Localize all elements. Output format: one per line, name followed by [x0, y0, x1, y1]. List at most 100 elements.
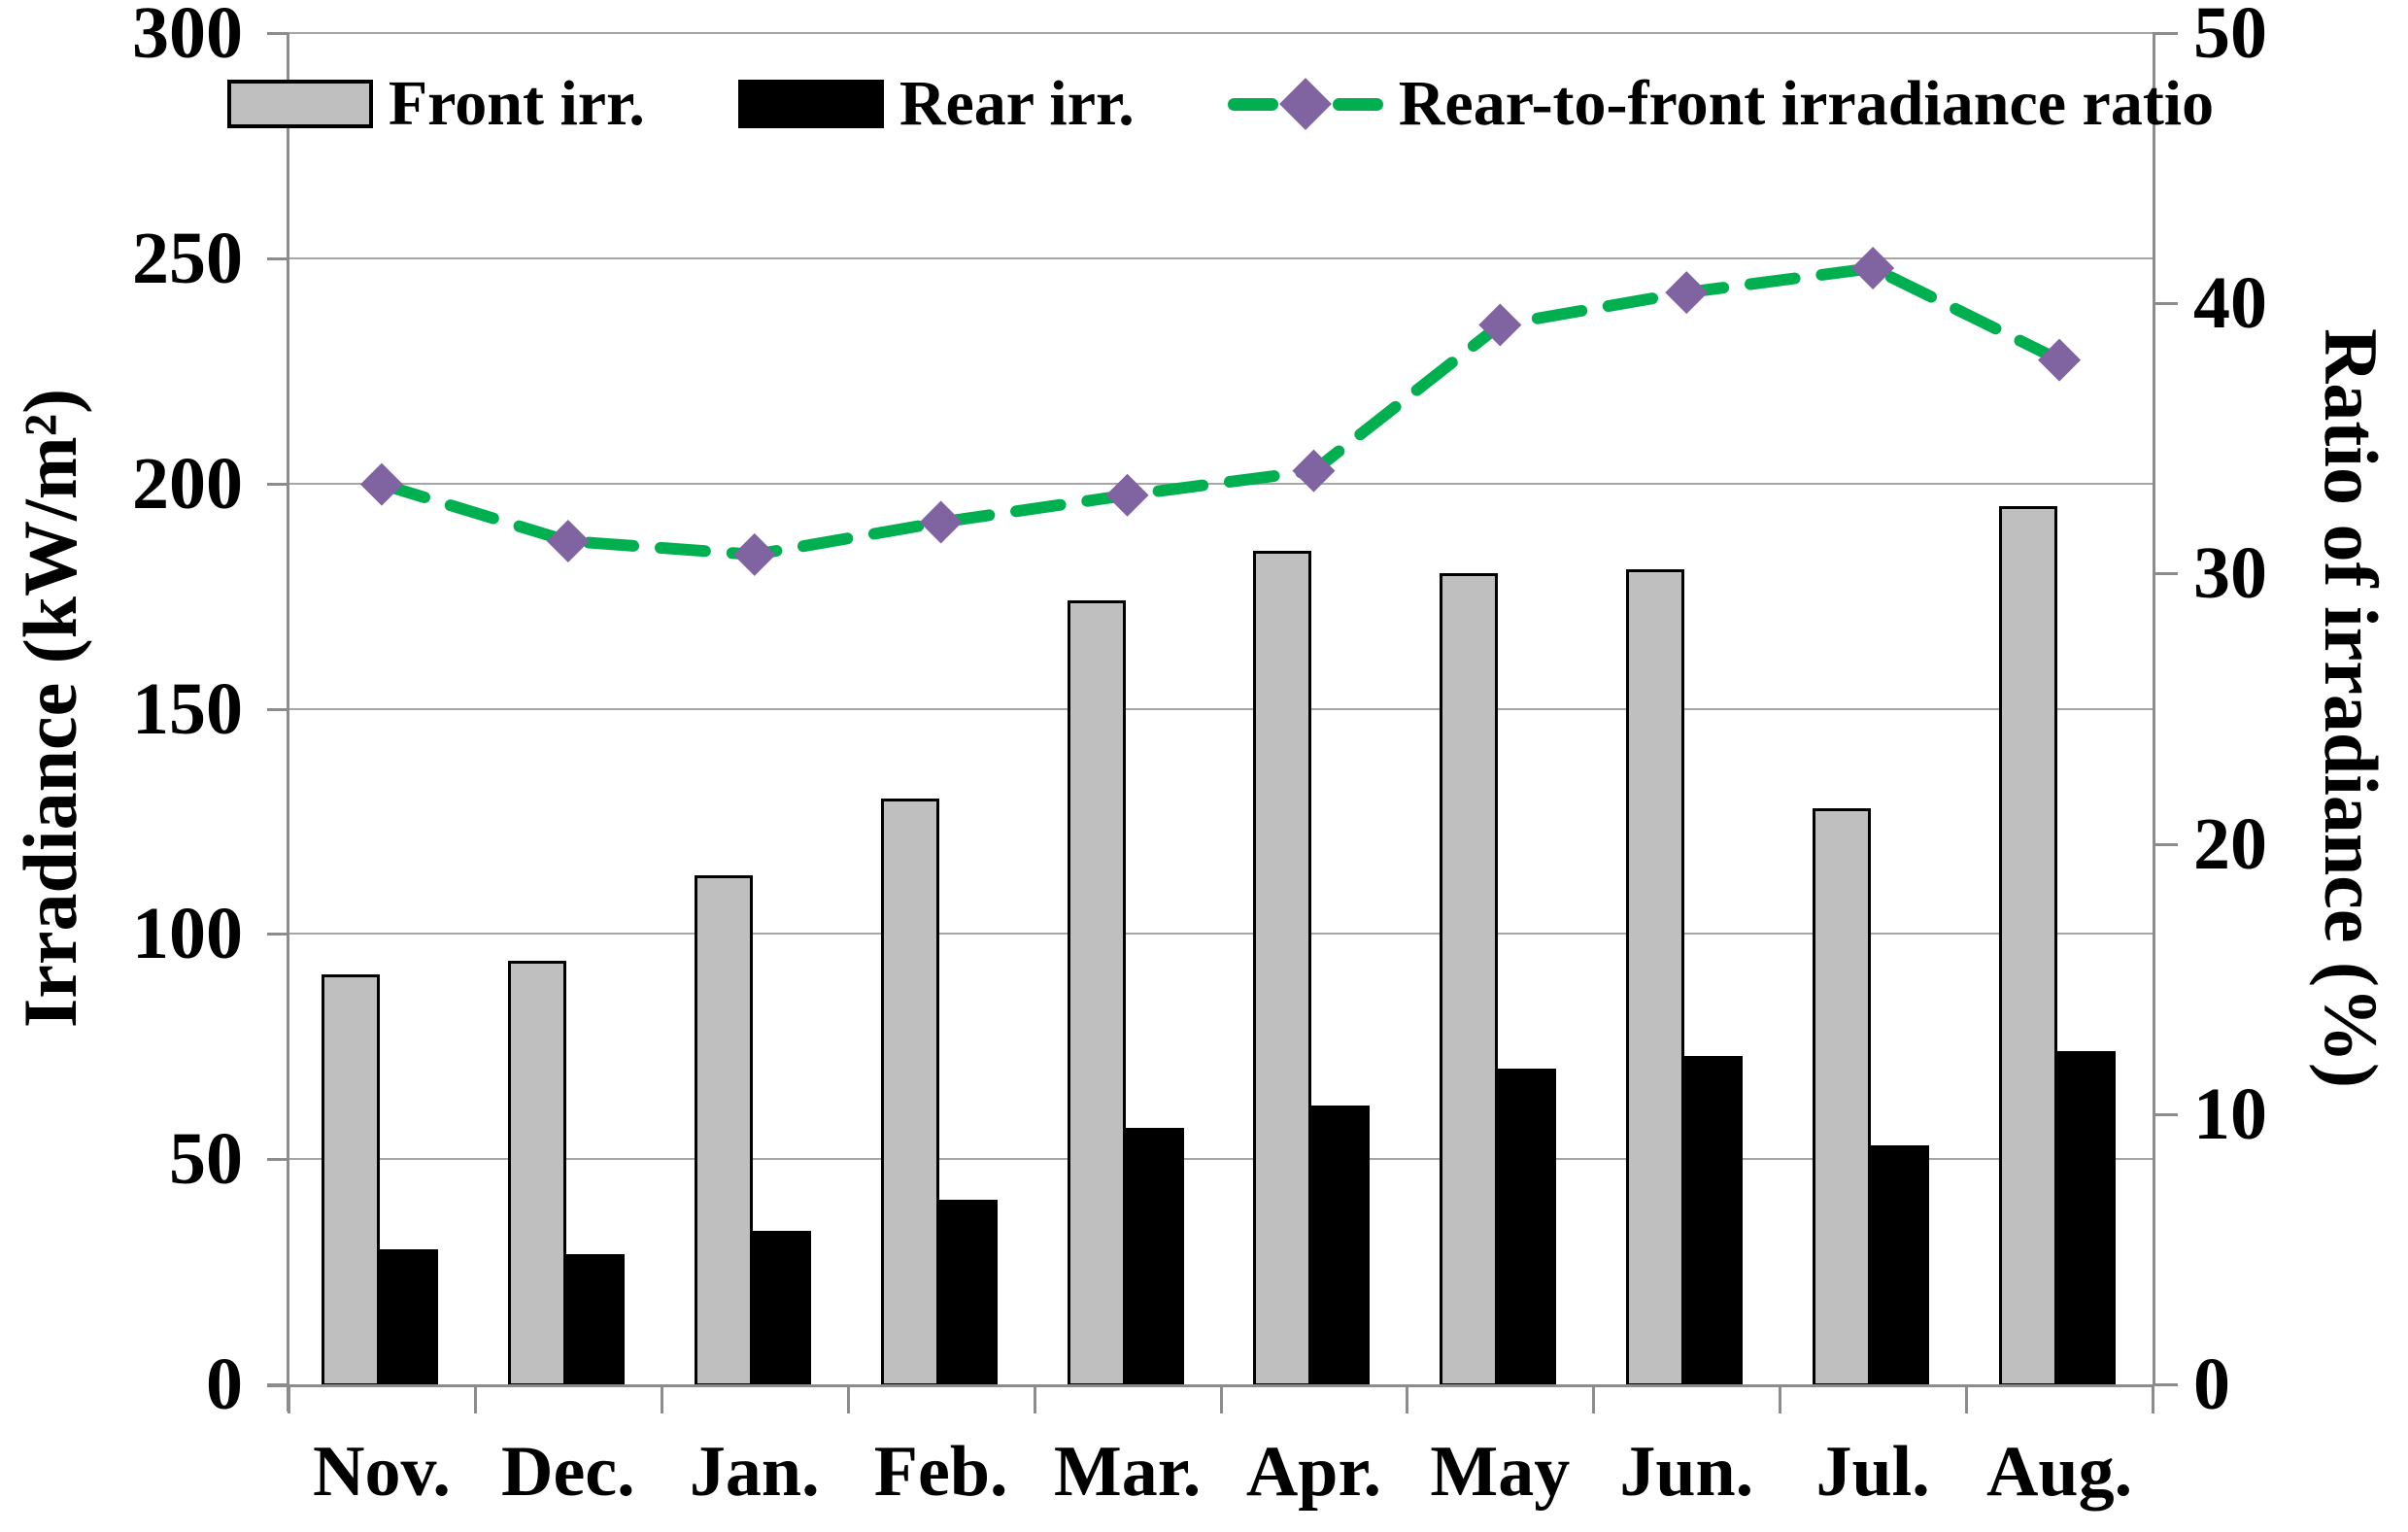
- ratio-marker: [546, 520, 590, 563]
- x-axis-tick-label: Mar.: [1053, 1432, 1202, 1512]
- x-axis-tick: [1219, 1384, 1223, 1413]
- front-irr-bar: [1067, 600, 1126, 1386]
- y-axis-tick-label: 200: [132, 442, 243, 525]
- right-axis-tick: [2153, 302, 2178, 306]
- x-axis-tick-label: Jul.: [1815, 1432, 1930, 1512]
- y-axis-tick-label: 150: [132, 667, 243, 750]
- right-axis-tick: [2153, 572, 2178, 576]
- left-axis-tick: [267, 1383, 288, 1386]
- left-axis-tick: [267, 482, 288, 486]
- left-axis-tick: [267, 707, 288, 711]
- ratio-marker: [1292, 449, 1336, 493]
- front-irr-swatch: [226, 80, 373, 128]
- x-axis-tick-label: Jan.: [689, 1432, 820, 1512]
- x-axis-tick: [1406, 1384, 1409, 1413]
- x-axis-tick: [1779, 1384, 1782, 1413]
- x-axis-tick: [1033, 1384, 1036, 1413]
- ratio-marker: [1665, 271, 1709, 315]
- ratio-line-dash-icon: [1332, 98, 1383, 111]
- left-axis-tick: [267, 1158, 288, 1162]
- left-axis-tick: [267, 933, 288, 936]
- x-axis-tick: [660, 1384, 663, 1413]
- x-axis-tick: [1965, 1384, 1969, 1413]
- rear-irr-bar: [1498, 1069, 1557, 1386]
- legend-item-ratio: Rear-to-front irradiance ratio: [1227, 68, 2215, 139]
- left-axis-tick: [267, 32, 288, 35]
- rear-irr-bar: [1684, 1055, 1744, 1386]
- x-axis-tick: [473, 1384, 477, 1413]
- legend-label-rear-irr: Rear irr.: [899, 68, 1135, 139]
- front-irr-bar: [321, 974, 380, 1386]
- y-axis-tick-label: 0: [206, 1344, 243, 1425]
- right-axis-title: Ratio of irradiance (%): [2309, 328, 2393, 1088]
- x-axis-tick-label: Dec.: [501, 1432, 635, 1512]
- right-axis-tick: [2153, 32, 2178, 35]
- gridline: [288, 482, 2153, 485]
- y-axis-tick-label: 300: [132, 0, 243, 74]
- right-axis-line: [2153, 33, 2155, 1386]
- legend-item-front-irr: Front irr.: [226, 68, 645, 139]
- ratio-line-layer: [359, 247, 2082, 576]
- right-axis-tick-label: 30: [2193, 532, 2267, 615]
- ratio-line-dash-icon: [1227, 98, 1278, 111]
- front-irr-bar: [1626, 568, 1685, 1386]
- rear-irr-bar: [2057, 1050, 2117, 1386]
- rear-irr-swatch: [737, 80, 884, 128]
- ratio-marker: [359, 462, 403, 506]
- gridline: [288, 1158, 2153, 1161]
- ratio-marker: [732, 532, 776, 576]
- legend: Front irr. Rear irr. Rear-to-front irrad…: [226, 68, 2214, 139]
- gridline: [288, 32, 2153, 34]
- ratio-marker: [1478, 303, 1522, 347]
- x-axis-tick-label: Feb.: [873, 1432, 1008, 1512]
- ratio-line: [375, 261, 2066, 561]
- gridline: [288, 256, 2153, 259]
- rear-irr-bar: [752, 1231, 811, 1386]
- gridline: [288, 933, 2153, 936]
- x-axis-tick: [2152, 1384, 2154, 1413]
- ratio-line-sample: [1227, 77, 1383, 131]
- bottom-axis-line: [267, 1384, 2154, 1387]
- right-axis-tick: [2153, 1112, 2178, 1116]
- front-irr-bar: [1440, 573, 1499, 1386]
- front-irr-bar: [1813, 807, 1872, 1386]
- front-irr-bar: [507, 961, 566, 1386]
- ratio-diamond-icon: [1278, 78, 1332, 130]
- right-axis-tick-label: 10: [2193, 1072, 2267, 1155]
- ratio-marker: [1105, 473, 1149, 517]
- y-axis-tick-label: 250: [132, 217, 243, 299]
- ratio-marker: [1851, 247, 1895, 290]
- front-irr-bar: [880, 799, 939, 1386]
- y-axis-tick-label: 100: [132, 893, 243, 975]
- front-irr-bar: [694, 875, 753, 1386]
- left-axis-tick: [267, 256, 288, 260]
- right-axis-tick-label: 40: [2193, 262, 2267, 345]
- right-axis-tick: [2153, 842, 2178, 846]
- legend-label-front-irr: Front irr.: [388, 68, 645, 139]
- legend-item-rear-irr: Rear irr.: [737, 68, 1135, 139]
- right-axis-tick-label: 50: [2193, 0, 2267, 74]
- right-axis-tick-label: 20: [2193, 802, 2267, 885]
- front-irr-bar: [1999, 505, 2058, 1386]
- rear-irr-bar: [565, 1253, 625, 1386]
- right-axis-tick-label: 0: [2193, 1344, 2230, 1425]
- ratio-marker: [919, 500, 963, 544]
- x-axis-tick: [1592, 1384, 1596, 1413]
- x-axis-tick-label: May: [1430, 1432, 1571, 1512]
- gridline: [288, 707, 2153, 710]
- x-axis-tick-label: Nov.: [313, 1432, 451, 1512]
- right-axis-tick: [2153, 1383, 2178, 1386]
- y-axis-tick-label: 50: [169, 1118, 243, 1201]
- legend-label-ratio: Rear-to-front irradiance ratio: [1398, 68, 2215, 139]
- rear-irr-bar: [938, 1199, 998, 1386]
- x-axis-tick: [846, 1384, 850, 1413]
- x-axis-tick-label: Aug.: [1985, 1432, 2133, 1512]
- x-axis-tick-label: Jun.: [1619, 1432, 1754, 1512]
- rear-irr-bar: [1125, 1127, 1184, 1386]
- ratio-marker: [2038, 338, 2082, 382]
- front-irr-bar: [1253, 551, 1312, 1386]
- left-axis-line: [287, 33, 289, 1412]
- x-axis-tick-label: Apr.: [1245, 1432, 1382, 1512]
- x-axis-tick: [288, 1384, 290, 1413]
